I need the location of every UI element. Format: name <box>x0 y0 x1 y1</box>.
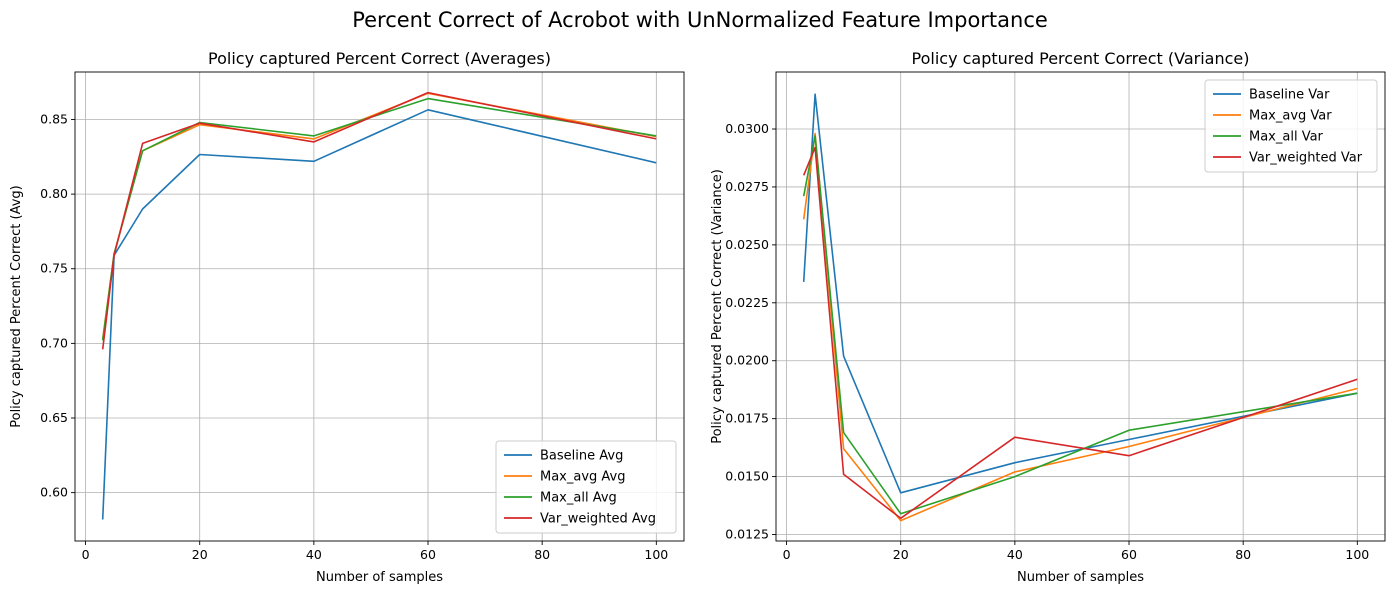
y-tick-label: 0.80 <box>40 186 68 201</box>
x-tick-label: 20 <box>893 547 909 562</box>
legend-label-var-1: Max_avg Var <box>1249 109 1332 124</box>
x-tick-label: 40 <box>306 547 322 562</box>
series-line-var-1 <box>802 132 1358 522</box>
x-tick-label: 60 <box>1121 547 1137 562</box>
y-tick-label: 0.0200 <box>725 353 769 368</box>
legend-label-var-2: Max_all Var <box>1249 130 1324 145</box>
y-tick-label: 0.0225 <box>725 295 769 310</box>
legend-label-var-0: Baseline Var <box>1249 88 1330 103</box>
y-tick-label: 0.85 <box>40 111 68 126</box>
legend-box-var <box>1204 79 1378 173</box>
y-tick-label: 0.0175 <box>725 411 769 426</box>
y-tick-label: 0.60 <box>40 485 68 500</box>
y-tick-label: 0.65 <box>40 410 68 425</box>
legend-label-avg-2: Max_all Avg <box>540 491 617 506</box>
y-tick-label: 0.0275 <box>725 179 769 194</box>
series-line-var-3 <box>802 146 1358 520</box>
series-line-var-0 <box>802 93 1358 494</box>
chart-title-var: Policy captured Percent Correct (Varianc… <box>912 49 1250 68</box>
legend-label-avg-1: Max_avg Avg <box>540 470 626 485</box>
y-tick-label: 0.0250 <box>725 237 769 252</box>
plot-frame-avg <box>74 71 685 542</box>
y-tick-label: 0.75 <box>40 261 68 276</box>
legend-label-var-3: Var_weighted Var <box>1249 151 1363 166</box>
y-tick-label: 0.0150 <box>725 469 769 484</box>
chart-title-avg: Policy captured Percent Correct (Average… <box>208 49 551 68</box>
y-axis-label-avg: Policy captured Percent Correct (Avg) <box>9 185 24 428</box>
x-tick-label: 100 <box>1345 547 1369 562</box>
y-tick-label: 0.70 <box>40 335 68 350</box>
figure-title: Percent Correct of Acrobot with UnNormal… <box>352 8 1048 32</box>
x-tick-label: 80 <box>534 547 550 562</box>
legend-label-avg-3: Var_weighted Avg <box>540 512 656 527</box>
x-tick-label: 100 <box>644 547 668 562</box>
x-tick-label: 20 <box>192 547 208 562</box>
legend-box-avg <box>495 440 677 534</box>
series-line-avg-2 <box>101 97 657 341</box>
x-tick-label: 40 <box>1007 547 1023 562</box>
y-tick-label: 0.0300 <box>725 121 769 136</box>
x-axis-label-var: Number of samples <box>1017 570 1144 585</box>
series-line-avg-3 <box>101 91 657 350</box>
y-tick-label: 0.0125 <box>725 527 769 542</box>
plot-frame-var <box>775 71 1386 542</box>
x-tick-label: 80 <box>1235 547 1251 562</box>
series-line-var-2 <box>802 135 1358 515</box>
x-tick-label: 0 <box>783 547 791 562</box>
legend-label-avg-0: Baseline Avg <box>540 449 623 464</box>
x-tick-label: 60 <box>420 547 436 562</box>
x-tick-label: 0 <box>82 547 90 562</box>
x-axis-label-avg: Number of samples <box>316 570 443 585</box>
y-axis-label-var: Policy captured Percent Correct (Varianc… <box>710 169 725 444</box>
